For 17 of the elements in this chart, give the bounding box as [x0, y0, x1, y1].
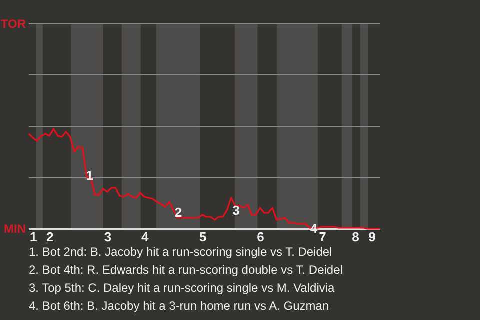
text: 2. Bot 4th: R. Edwards hit a run-scoring double vs T. Deidel	[29, 263, 343, 277]
ref-line-label: TOR	[0, 17, 26, 31]
x-tick-label: 2	[46, 230, 54, 244]
x-tick-label: 8	[352, 230, 360, 244]
x-tick-label: 9	[368, 230, 376, 244]
text: 1. Bot 2nd: B. Jacoby hit a run-scoring single vs T. Deidel	[29, 245, 332, 259]
annotation: 2	[174, 205, 182, 220]
x-tick-label: 6	[257, 230, 264, 244]
x-tick-label: 5	[199, 230, 207, 244]
ref-line-label: MIN	[4, 222, 26, 236]
text: 4. Bot 6th: B. Jacoby hit a 3-run home run vs A. Guzman	[29, 299, 330, 313]
annotation: 3	[232, 203, 240, 218]
x-tick-label: 3	[104, 230, 112, 244]
x-tick-label: 4	[142, 230, 150, 244]
x-tick-label: 7	[319, 230, 326, 244]
x-tick-label: 1	[30, 230, 38, 244]
text: 3. Top 5th: C. Daley hit a run-scoring single vs M. Valdivia	[29, 281, 336, 295]
